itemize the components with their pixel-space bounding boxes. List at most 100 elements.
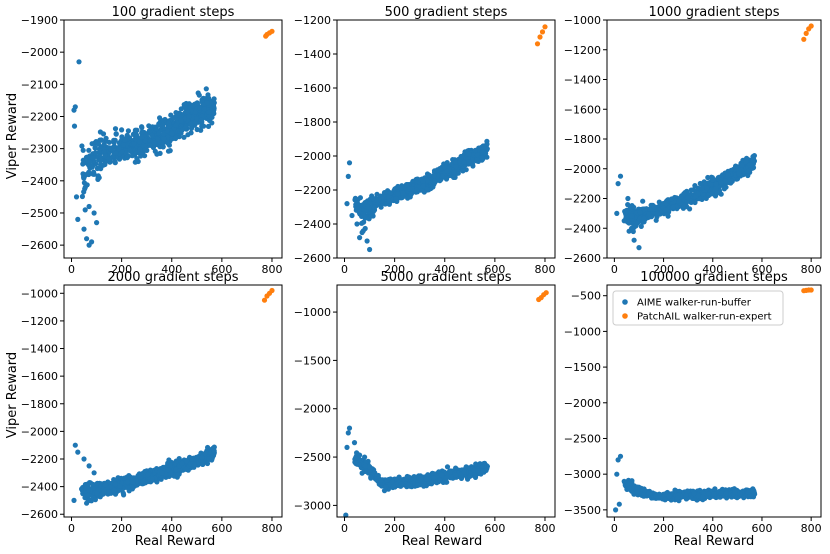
patchail-point <box>539 29 546 35</box>
aime-point <box>211 96 217 102</box>
aime-point <box>745 489 751 495</box>
y-tick-label: −2400 <box>564 222 601 235</box>
y-axis-label-bottom: Viper Reward <box>5 352 20 438</box>
aime-outlier-point <box>91 470 97 476</box>
aime-outlier-point <box>86 463 92 469</box>
aime-point <box>434 167 440 173</box>
aime-outlier-point <box>75 449 81 455</box>
aime-point <box>641 215 647 221</box>
aime-point <box>131 141 137 147</box>
aime-point <box>116 140 122 146</box>
y-tick-label: −1200 <box>21 315 58 328</box>
aime-point <box>395 191 401 197</box>
aime-point <box>736 170 742 177</box>
aime-point <box>199 454 205 460</box>
y-tick-label: −1500 <box>294 354 331 367</box>
aime-point <box>183 458 190 464</box>
aime-outlier-point <box>76 59 82 65</box>
aime-point <box>718 490 724 496</box>
aime-point <box>90 163 96 169</box>
aime-point <box>101 141 107 147</box>
aime-point <box>106 139 112 145</box>
panel-title: 2000 gradient steps <box>107 270 238 285</box>
aime-point <box>480 149 486 155</box>
x-tick-label: 800 <box>534 522 555 535</box>
aime-point <box>112 159 118 165</box>
aime-point <box>137 146 143 152</box>
legend-label: AIME walker-run-buffer <box>637 298 752 309</box>
aime-outlier-point <box>617 453 624 459</box>
aime-point <box>161 135 167 141</box>
aime-point <box>140 478 146 484</box>
aime-point <box>79 193 85 200</box>
aime-point <box>130 479 136 485</box>
patchail-point <box>803 30 809 36</box>
aime-point <box>142 137 148 144</box>
aime-outlier-point <box>613 507 619 513</box>
legend-label: PatchAIL walker-run-expert <box>637 312 772 323</box>
y-tick-label: −2000 <box>21 46 58 59</box>
aime-point <box>181 134 187 140</box>
aime-point <box>695 191 702 197</box>
panel-title: 5000 gradient steps <box>380 270 511 285</box>
aime-outlier-point <box>629 225 635 231</box>
aime-outlier-point <box>345 173 351 179</box>
aime-point <box>190 102 196 108</box>
aime-point <box>670 204 676 210</box>
aime-points <box>614 153 758 251</box>
aime-point <box>653 217 659 223</box>
aime-point <box>193 116 199 122</box>
aime-point <box>151 140 157 146</box>
aime-point <box>453 472 459 478</box>
aime-outlier-point <box>367 246 373 253</box>
aime-point <box>117 483 123 489</box>
y-tick-label: −1600 <box>21 370 58 383</box>
aime-point <box>178 117 184 124</box>
aime-point <box>203 86 209 92</box>
aime-point <box>386 198 392 204</box>
patchail-points <box>261 287 275 303</box>
aime-point <box>122 137 128 143</box>
patchail-point <box>543 290 549 296</box>
aime-outlier-point <box>75 216 81 222</box>
aime-point <box>461 159 467 165</box>
aime-point <box>424 476 430 482</box>
y-tick-label: −2400 <box>294 218 331 231</box>
aime-point <box>185 132 191 138</box>
y-tick-label: −2600 <box>21 508 58 521</box>
x-tick-label: 400 <box>161 263 182 276</box>
y-tick-label: −1600 <box>564 103 601 116</box>
panel-6: 0 200 400 600 800−3500−3000−2500−2000−1500−1… <box>564 270 822 535</box>
aime-point <box>646 490 652 497</box>
aime-point <box>94 480 100 486</box>
aime-point <box>747 162 753 168</box>
aime-point <box>743 159 749 165</box>
aime-point <box>86 147 92 153</box>
aime-point <box>199 123 205 129</box>
aime-points <box>71 59 217 248</box>
aime-point <box>676 198 682 204</box>
y-tick-label: −2500 <box>294 451 331 464</box>
patchail-point <box>534 41 541 47</box>
aime-point <box>173 110 179 116</box>
x-tick-label: 0 <box>341 263 348 276</box>
aime-points <box>71 442 217 506</box>
y-tick-label: −2000 <box>564 163 601 176</box>
aime-outlier-point <box>626 485 632 491</box>
patchail-points <box>801 287 814 294</box>
x-axis-label-left: Real Reward <box>135 534 216 549</box>
aime-point <box>640 198 646 204</box>
x-tick-label: 0 <box>341 522 348 535</box>
aime-point <box>82 207 88 213</box>
aime-point <box>90 155 96 161</box>
aime-point <box>723 490 730 497</box>
aime-outlier-point <box>81 226 87 232</box>
aime-point <box>169 130 175 137</box>
aime-point <box>124 479 131 485</box>
aime-point <box>722 178 729 184</box>
aime-point <box>398 481 405 487</box>
aime-outlier-point <box>636 245 642 251</box>
aime-point <box>186 113 192 119</box>
aime-outlier-point <box>89 239 95 245</box>
aime-point <box>629 213 635 219</box>
